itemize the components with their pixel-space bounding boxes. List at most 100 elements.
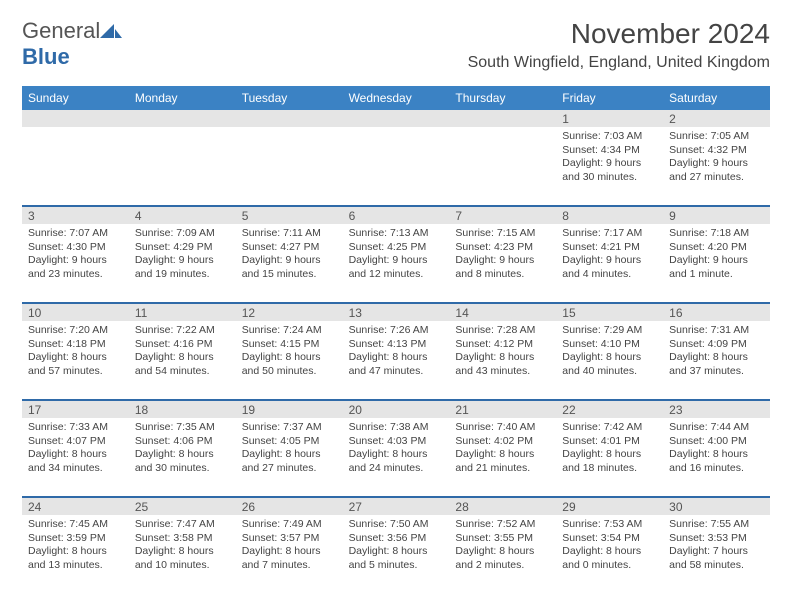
daylight-line: Daylight: 8 hours and 13 minutes.	[28, 545, 123, 572]
day-cell: Sunrise: 7:53 AMSunset: 3:54 PMDaylight:…	[556, 515, 663, 593]
daylight-line: Daylight: 8 hours and 40 minutes.	[562, 351, 657, 378]
sunrise-line: Sunrise: 7:03 AM	[562, 130, 657, 144]
day-cell: Sunrise: 7:35 AMSunset: 4:06 PMDaylight:…	[129, 418, 236, 496]
sunrise-line: Sunrise: 7:55 AM	[669, 518, 764, 532]
day-number: 20	[343, 401, 450, 418]
weeks-container: 12Sunrise: 7:03 AMSunset: 4:34 PMDayligh…	[22, 110, 770, 593]
week-row: Sunrise: 7:07 AMSunset: 4:30 PMDaylight:…	[22, 224, 770, 302]
sunset-line: Sunset: 4:09 PM	[669, 338, 764, 352]
day-number: 7	[449, 207, 556, 224]
day-number: 24	[22, 498, 129, 515]
sunset-line: Sunset: 4:07 PM	[28, 435, 123, 449]
day-number: 27	[343, 498, 450, 515]
daylight-line: Daylight: 8 hours and 34 minutes.	[28, 448, 123, 475]
daynum-row: 17181920212223	[22, 401, 770, 418]
day-cell: Sunrise: 7:49 AMSunset: 3:57 PMDaylight:…	[236, 515, 343, 593]
day-number: 1	[556, 110, 663, 127]
sunset-line: Sunset: 4:23 PM	[455, 241, 550, 255]
brand-logo: General Blue	[22, 18, 122, 70]
day-number	[236, 110, 343, 127]
logo-sail-icon	[100, 18, 122, 43]
daylight-line: Daylight: 8 hours and 57 minutes.	[28, 351, 123, 378]
sunset-line: Sunset: 4:16 PM	[135, 338, 230, 352]
week-row: Sunrise: 7:20 AMSunset: 4:18 PMDaylight:…	[22, 321, 770, 399]
day-cell: Sunrise: 7:47 AMSunset: 3:58 PMDaylight:…	[129, 515, 236, 593]
sunrise-line: Sunrise: 7:38 AM	[349, 421, 444, 435]
day-cell: Sunrise: 7:28 AMSunset: 4:12 PMDaylight:…	[449, 321, 556, 399]
sunrise-line: Sunrise: 7:40 AM	[455, 421, 550, 435]
sunrise-line: Sunrise: 7:13 AM	[349, 227, 444, 241]
day-cell: Sunrise: 7:15 AMSunset: 4:23 PMDaylight:…	[449, 224, 556, 302]
day-cell: Sunrise: 7:44 AMSunset: 4:00 PMDaylight:…	[663, 418, 770, 496]
sunrise-line: Sunrise: 7:42 AM	[562, 421, 657, 435]
day-cell: Sunrise: 7:55 AMSunset: 3:53 PMDaylight:…	[663, 515, 770, 593]
day-number: 18	[129, 401, 236, 418]
sunset-line: Sunset: 4:10 PM	[562, 338, 657, 352]
month-title: November 2024	[468, 18, 770, 50]
daylight-line: Daylight: 9 hours and 8 minutes.	[455, 254, 550, 281]
daylight-line: Daylight: 8 hours and 18 minutes.	[562, 448, 657, 475]
sunset-line: Sunset: 3:56 PM	[349, 532, 444, 546]
day-cell	[236, 127, 343, 205]
day-number: 23	[663, 401, 770, 418]
sunrise-line: Sunrise: 7:05 AM	[669, 130, 764, 144]
sunset-line: Sunset: 4:12 PM	[455, 338, 550, 352]
day-number: 29	[556, 498, 663, 515]
sunrise-line: Sunrise: 7:49 AM	[242, 518, 337, 532]
daylight-line: Daylight: 8 hours and 0 minutes.	[562, 545, 657, 572]
day-number: 26	[236, 498, 343, 515]
daylight-line: Daylight: 9 hours and 12 minutes.	[349, 254, 444, 281]
day-cell: Sunrise: 7:05 AMSunset: 4:32 PMDaylight:…	[663, 127, 770, 205]
week-row: Sunrise: 7:45 AMSunset: 3:59 PMDaylight:…	[22, 515, 770, 593]
sunrise-line: Sunrise: 7:33 AM	[28, 421, 123, 435]
daynum-row: 10111213141516	[22, 304, 770, 321]
sunset-line: Sunset: 3:59 PM	[28, 532, 123, 546]
day-number: 4	[129, 207, 236, 224]
day-cell: Sunrise: 7:45 AMSunset: 3:59 PMDaylight:…	[22, 515, 129, 593]
dow-label: Wednesday	[343, 86, 450, 110]
day-number	[449, 110, 556, 127]
day-cell	[129, 127, 236, 205]
daynum-row: 12	[22, 110, 770, 127]
sunset-line: Sunset: 3:58 PM	[135, 532, 230, 546]
daylight-line: Daylight: 9 hours and 30 minutes.	[562, 157, 657, 184]
sunrise-line: Sunrise: 7:31 AM	[669, 324, 764, 338]
day-cell	[343, 127, 450, 205]
daylight-line: Daylight: 8 hours and 7 minutes.	[242, 545, 337, 572]
day-cell: Sunrise: 7:52 AMSunset: 3:55 PMDaylight:…	[449, 515, 556, 593]
day-cell: Sunrise: 7:42 AMSunset: 4:01 PMDaylight:…	[556, 418, 663, 496]
sunrise-line: Sunrise: 7:47 AM	[135, 518, 230, 532]
day-cell: Sunrise: 7:37 AMSunset: 4:05 PMDaylight:…	[236, 418, 343, 496]
day-number	[22, 110, 129, 127]
day-number: 8	[556, 207, 663, 224]
sunrise-line: Sunrise: 7:28 AM	[455, 324, 550, 338]
daylight-line: Daylight: 9 hours and 19 minutes.	[135, 254, 230, 281]
sunset-line: Sunset: 4:00 PM	[669, 435, 764, 449]
day-of-week-header: SundayMondayTuesdayWednesdayThursdayFrid…	[22, 86, 770, 110]
day-cell: Sunrise: 7:17 AMSunset: 4:21 PMDaylight:…	[556, 224, 663, 302]
sunset-line: Sunset: 4:05 PM	[242, 435, 337, 449]
day-cell: Sunrise: 7:38 AMSunset: 4:03 PMDaylight:…	[343, 418, 450, 496]
dow-label: Saturday	[663, 86, 770, 110]
sunset-line: Sunset: 4:01 PM	[562, 435, 657, 449]
day-cell: Sunrise: 7:31 AMSunset: 4:09 PMDaylight:…	[663, 321, 770, 399]
day-number: 17	[22, 401, 129, 418]
sunset-line: Sunset: 4:13 PM	[349, 338, 444, 352]
day-number: 11	[129, 304, 236, 321]
day-number: 19	[236, 401, 343, 418]
sunrise-line: Sunrise: 7:53 AM	[562, 518, 657, 532]
daylight-line: Daylight: 8 hours and 43 minutes.	[455, 351, 550, 378]
day-cell: Sunrise: 7:33 AMSunset: 4:07 PMDaylight:…	[22, 418, 129, 496]
dow-label: Thursday	[449, 86, 556, 110]
day-cell: Sunrise: 7:07 AMSunset: 4:30 PMDaylight:…	[22, 224, 129, 302]
dow-label: Monday	[129, 86, 236, 110]
daylight-line: Daylight: 8 hours and 47 minutes.	[349, 351, 444, 378]
day-number: 13	[343, 304, 450, 321]
dow-label: Sunday	[22, 86, 129, 110]
sunset-line: Sunset: 4:06 PM	[135, 435, 230, 449]
day-cell: Sunrise: 7:29 AMSunset: 4:10 PMDaylight:…	[556, 321, 663, 399]
sunrise-line: Sunrise: 7:52 AM	[455, 518, 550, 532]
sunrise-line: Sunrise: 7:45 AM	[28, 518, 123, 532]
day-cell	[449, 127, 556, 205]
daylight-line: Daylight: 9 hours and 1 minute.	[669, 254, 764, 281]
